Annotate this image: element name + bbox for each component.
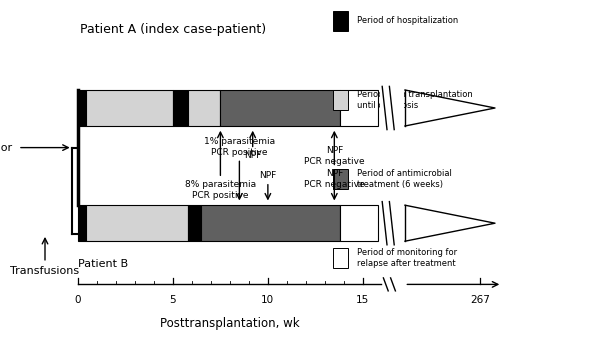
Text: Patient B: Patient B bbox=[78, 259, 128, 269]
Text: Period of monitoring for
relapse after treatment: Period of monitoring for relapse after t… bbox=[357, 248, 457, 268]
Text: 10: 10 bbox=[262, 295, 274, 305]
Text: Patient A (index case-patient): Patient A (index case-patient) bbox=[80, 23, 266, 36]
Text: 0: 0 bbox=[75, 295, 81, 305]
Bar bbox=[333, 90, 348, 110]
Text: NPF
PCR negative: NPF PCR negative bbox=[304, 169, 365, 189]
Bar bbox=[380, 88, 404, 128]
Text: 8% parasitemia
PCR positive: 8% parasitemia PCR positive bbox=[185, 180, 256, 200]
Bar bbox=[188, 205, 202, 241]
Text: Transfusions: Transfusions bbox=[10, 266, 80, 276]
Text: Organ donor: Organ donor bbox=[0, 143, 12, 153]
Bar bbox=[78, 90, 86, 126]
Bar bbox=[220, 90, 340, 126]
Text: NPF: NPF bbox=[244, 151, 262, 160]
Bar bbox=[202, 205, 340, 241]
Bar bbox=[86, 205, 188, 241]
Bar bbox=[333, 169, 348, 189]
Text: NPF
PCR negative: NPF PCR negative bbox=[304, 145, 365, 166]
Bar bbox=[333, 248, 348, 268]
Text: Period from transplantation
until diagnosis: Period from transplantation until diagno… bbox=[357, 90, 473, 110]
Text: Period of hospitalization: Period of hospitalization bbox=[357, 16, 458, 25]
Bar bbox=[173, 90, 188, 126]
Bar bbox=[340, 205, 378, 241]
Text: 5: 5 bbox=[170, 295, 176, 305]
Text: 15: 15 bbox=[356, 295, 370, 305]
Bar bbox=[188, 90, 220, 126]
Bar bbox=[380, 203, 404, 243]
Text: Posttransplantation, wk: Posttransplantation, wk bbox=[160, 317, 299, 330]
Bar bbox=[86, 90, 173, 126]
Bar bbox=[340, 90, 378, 126]
Bar bbox=[78, 205, 86, 241]
Text: Period of antimicrobial
treatment (6 weeks): Period of antimicrobial treatment (6 wee… bbox=[357, 169, 452, 189]
Bar bbox=[333, 11, 348, 31]
Text: NPF: NPF bbox=[259, 171, 277, 180]
Text: 267: 267 bbox=[470, 295, 490, 305]
Text: 1% parasitemia
PCR positive: 1% parasitemia PCR positive bbox=[204, 136, 275, 157]
